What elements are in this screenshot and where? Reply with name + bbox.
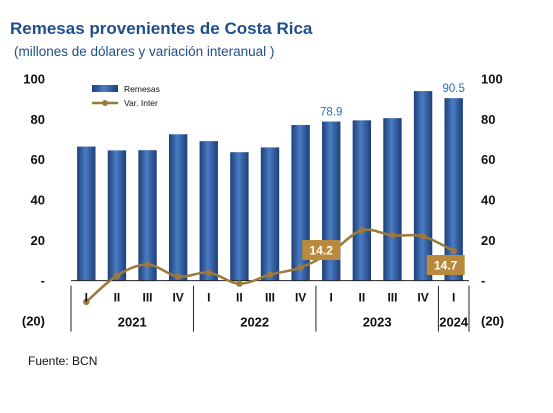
chart-title: Remesas provenientes de Costa Rica: [10, 19, 313, 38]
bar-value-label: 78.9: [320, 107, 342, 119]
var-inter-point: [174, 273, 182, 280]
x-tick-label: I: [85, 291, 88, 305]
y-tick-left: 100: [23, 72, 45, 87]
var-inter-point: [419, 233, 427, 240]
var-inter-point: [266, 271, 274, 278]
y-tick-right: 40: [481, 193, 495, 208]
bar: [138, 150, 157, 281]
bar: [107, 150, 127, 281]
x-tick-label: II: [359, 291, 366, 305]
bar: [413, 91, 433, 281]
bar: [444, 98, 463, 281]
var-inter-point: [450, 247, 457, 255]
y-tick-left: 60: [31, 152, 45, 167]
x-tick-label: IV: [295, 291, 306, 305]
year-label: 2021: [118, 315, 147, 330]
y-tick-left: -: [41, 273, 45, 288]
bar: [77, 146, 96, 281]
x-tick-label: II: [114, 291, 121, 305]
bar: [260, 147, 280, 281]
bar: [383, 118, 402, 281]
callout-label: 14.2: [310, 244, 334, 258]
y-tick-left: 40: [31, 193, 45, 208]
var-inter-point: [83, 298, 90, 306]
year-label: 2023: [363, 315, 392, 330]
x-tick-label: III: [143, 291, 153, 305]
x-tick-label: I: [207, 291, 210, 305]
x-tick-label: I: [330, 291, 333, 305]
bar: [199, 141, 218, 281]
bar: [352, 120, 372, 281]
legend-label-line: Var. Inter: [124, 98, 158, 108]
y-tick-left: 80: [31, 112, 45, 127]
callout-label: 14.7: [434, 259, 458, 273]
callout-box: [426, 255, 465, 276]
x-tick-label: IV: [417, 291, 428, 305]
legend-swatch-bar: [92, 85, 118, 92]
var-inter-point: [389, 232, 396, 239]
var-inter-point: [113, 272, 121, 279]
bar-value-label: 90.5: [442, 83, 464, 95]
y-tick-right: 80: [481, 112, 495, 127]
plot-area: 100 100 80 80 60 60 40 40 20 20 - - (20) (20) 78.9 90.5…: [22, 72, 504, 332]
callout-box: [302, 240, 341, 261]
legend-label-bar: Remesas: [124, 84, 160, 94]
x-tick-label: III: [387, 291, 397, 305]
x-tick-label: III: [265, 291, 275, 305]
y-tick-right: 100: [481, 72, 503, 87]
y-tick-right: 60: [481, 152, 495, 167]
y-tick-left: 20: [31, 233, 45, 248]
legend-swatch-marker: [102, 100, 108, 106]
x-tick-label: IV: [172, 291, 183, 305]
var-inter-point: [236, 280, 243, 287]
source-note: Fuente: BCN: [28, 354, 97, 368]
y-tick-right: 20: [481, 233, 495, 248]
chart-subtitle: (millones de dólares y variación interan…: [14, 44, 274, 59]
bar: [230, 152, 249, 281]
x-tick-label: I: [452, 291, 455, 305]
y-tick-right: -: [481, 273, 485, 288]
var-inter-point: [297, 264, 304, 271]
var-inter-point: [358, 227, 366, 234]
x-tick-label: II: [236, 291, 243, 305]
var-inter-point: [144, 261, 151, 268]
var-inter-point: [205, 269, 212, 276]
bar: [168, 134, 188, 281]
y-tick-right: (20): [481, 314, 504, 329]
year-label: 2022: [240, 315, 269, 330]
year-label: 2024: [439, 315, 469, 330]
y-tick-left: (20): [22, 314, 45, 329]
